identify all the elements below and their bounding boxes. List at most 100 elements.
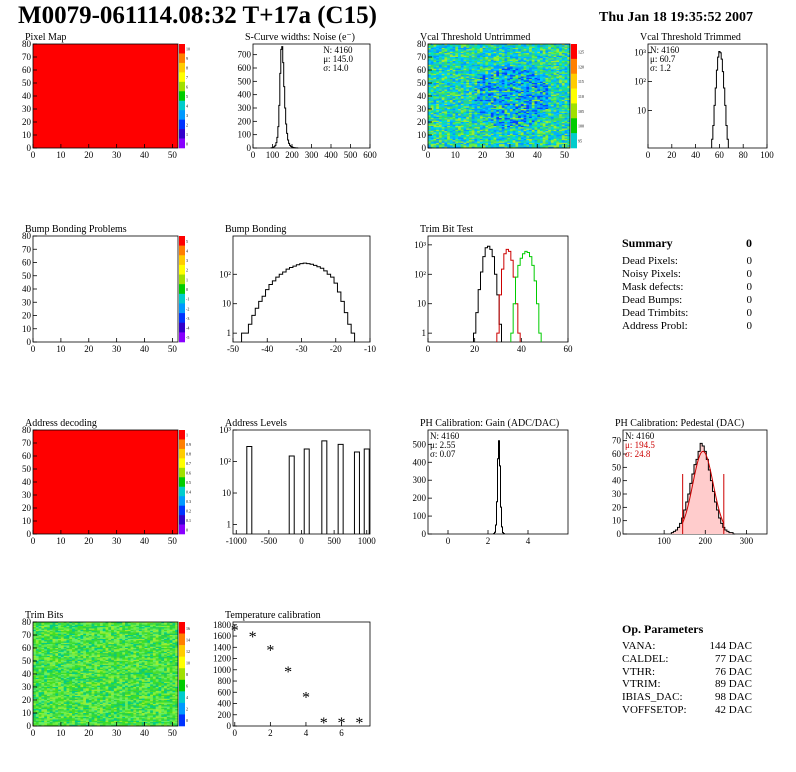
heatmap-cell (122, 628, 126, 631)
heatmap-cell (428, 119, 432, 122)
heatmap-cell (85, 625, 90, 628)
heatmap-cell (539, 114, 544, 116)
heatmap-cell (474, 76, 478, 79)
heatmap-cell (542, 55, 546, 58)
x-tick-label: 40 (140, 150, 150, 160)
heatmap-cell (458, 72, 462, 75)
heatmap-cell (512, 127, 516, 129)
heatmap-cell (501, 118, 505, 120)
heatmap-cell (444, 90, 448, 93)
heatmap-cell (438, 85, 443, 88)
heatmap-cell (438, 67, 443, 70)
heatmap-cell (520, 106, 524, 109)
heatmap-cell (561, 109, 565, 111)
heatmap-cell (436, 57, 440, 59)
heatmap-cell (460, 81, 464, 84)
series-line (510, 250, 542, 342)
heatmap-cell (449, 109, 453, 111)
heatmap-cell (452, 135, 456, 137)
chart-title: Trim Bit Test (420, 224, 473, 235)
heatmap-cell (529, 68, 533, 71)
heatmap-cell (428, 98, 432, 101)
heatmap-cell (507, 109, 511, 111)
y-tick-label: 600 (238, 63, 252, 73)
heatmap-cell (493, 115, 497, 118)
heatmap-cell (438, 98, 443, 101)
heatmap-cell (444, 63, 448, 66)
heatmap-cell (458, 81, 462, 84)
heatmap-cell (496, 135, 500, 137)
heatmap-cell (449, 120, 453, 123)
heatmap-cell (501, 96, 505, 98)
heatmap-cell (539, 105, 544, 107)
heatmap-cell (548, 145, 552, 148)
heatmap-cell (428, 140, 432, 142)
heatmap-cell (542, 116, 546, 119)
heatmap-cell (105, 622, 109, 624)
heatmap-cell (488, 140, 492, 142)
palette-label: -1 (186, 297, 189, 302)
heatmap-cell (438, 119, 443, 122)
heatmap-cell (561, 141, 565, 144)
palette-label: 1 (186, 433, 188, 438)
heatmap-cell (471, 123, 475, 125)
heatmap-cell (438, 120, 443, 123)
heatmap-cell (147, 623, 151, 625)
heatmap-cell (444, 119, 448, 122)
heatmap-cell (504, 111, 508, 114)
heatmap-cell (466, 47, 470, 50)
heatmap-cell (501, 137, 505, 140)
heatmap-cell (542, 135, 546, 137)
heatmap-cell (433, 109, 437, 111)
heatmap-cell (556, 57, 560, 59)
heatmap-cell (512, 66, 516, 68)
heatmap-cell (447, 66, 451, 68)
heatmap-cell (515, 141, 519, 144)
heatmap-cell (550, 80, 555, 83)
heatmap-cell (550, 50, 555, 53)
heatmap-cell (441, 137, 445, 140)
heatmap-cell (466, 128, 470, 131)
heatmap-cell (548, 63, 552, 66)
heatmap-cell (515, 103, 519, 106)
heatmap-cell (108, 624, 112, 627)
heatmap-cell (553, 51, 557, 54)
y-tick-label: 10² (634, 77, 646, 87)
heatmap-cell (463, 105, 467, 107)
heatmap-cell (520, 53, 524, 55)
y-tick-label: 60 (612, 449, 622, 459)
heatmap-cell (438, 64, 443, 67)
heatmap-cell (534, 86, 538, 89)
heatmap-cell (466, 132, 470, 135)
heatmap-cell (548, 73, 552, 76)
heatmap-cell (499, 45, 503, 47)
heatmap-cell (542, 146, 546, 149)
heatmap-cell (463, 64, 467, 67)
heatmap-cell (512, 89, 516, 92)
heatmap-cell (463, 123, 467, 125)
heatmap-cell (482, 140, 486, 142)
heatmap-cell (433, 62, 437, 64)
heatmap-cell (515, 119, 519, 122)
heatmap-cell (515, 68, 519, 71)
heatmap-cell (556, 127, 560, 129)
heatmap-cell (493, 76, 497, 79)
heatmap-cell (488, 72, 492, 75)
heatmap-cell (548, 55, 552, 58)
heatmap-cell (499, 94, 503, 97)
heatmap-cell (161, 624, 165, 627)
heatmap-cell (485, 120, 489, 123)
heatmap-cell (479, 76, 484, 79)
heatmap-cell (161, 622, 165, 624)
heatmap-cell (496, 94, 500, 97)
heatmap-cell (520, 118, 524, 120)
heatmap-cell (485, 46, 489, 49)
heatmap-cell (436, 50, 440, 53)
heatmap-cell (559, 49, 563, 51)
heatmap-cell (501, 129, 505, 132)
heatmap-cell (433, 142, 437, 145)
heatmap-cell (41, 622, 45, 624)
heatmap-cell (518, 64, 522, 67)
heatmap-cell (428, 124, 432, 127)
heatmap-cell (553, 75, 557, 77)
